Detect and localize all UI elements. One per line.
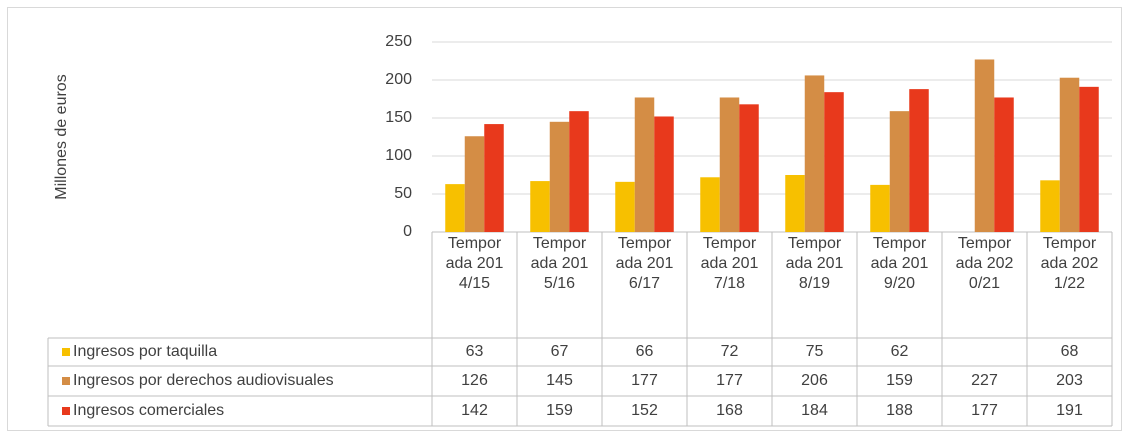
bar [464, 136, 485, 232]
bar [719, 97, 740, 232]
table-value: 152 [631, 402, 658, 419]
table-value: 227 [971, 372, 998, 389]
x-tick-label: Temporada 2016/17 [615, 235, 674, 292]
table-value: 184 [801, 402, 828, 419]
bar [634, 97, 655, 232]
table-value: 66 [636, 343, 654, 360]
legend-label: Ingresos por derechos audiovisuales [73, 372, 334, 389]
table-value: 145 [546, 372, 573, 389]
table-value: 67 [551, 343, 569, 360]
bar [909, 89, 929, 233]
x-tick-label: Temporada 2014/15 [445, 235, 504, 292]
table-value: 63 [466, 343, 484, 360]
table-value: 168 [716, 402, 743, 419]
legend-label: Ingresos por taquilla [73, 343, 217, 360]
bar [615, 181, 635, 232]
bar [889, 111, 910, 232]
table-value: 188 [886, 402, 913, 419]
table-value: 126 [461, 372, 488, 389]
y-axis-title: Millones de euros [53, 74, 70, 199]
bar [974, 59, 995, 233]
y-tick-label: 100 [385, 147, 412, 164]
table-value: 68 [1061, 343, 1079, 360]
x-tick-label: Temporada 2015/16 [530, 235, 589, 292]
bar [994, 97, 1014, 232]
table-value: 191 [1056, 402, 1083, 419]
table-value: 142 [461, 402, 488, 419]
table-value: 177 [971, 402, 998, 419]
bar [445, 184, 465, 232]
bar [700, 177, 720, 232]
bar [1059, 77, 1080, 232]
bar [785, 175, 805, 232]
y-tick-label: 200 [385, 71, 412, 88]
bar [654, 116, 674, 232]
bar [1040, 180, 1060, 232]
y-tick-label: 0 [403, 223, 412, 240]
table-value: 159 [546, 402, 573, 419]
x-tick-label: Temporada 2020/21 [955, 235, 1014, 292]
legend-key [62, 377, 70, 385]
table-value: 72 [721, 343, 739, 360]
x-tick-label: Temporada 2021/22 [1040, 235, 1099, 292]
bar [549, 121, 570, 232]
legend-key [62, 407, 70, 415]
bar [870, 184, 890, 232]
x-tick-label: Temporada 2018/19 [785, 235, 844, 292]
table-value: 177 [631, 372, 658, 389]
legend-label: Ingresos comerciales [73, 402, 224, 419]
bar [804, 75, 825, 232]
bar [739, 104, 759, 232]
table-value: 62 [891, 343, 909, 360]
bar [530, 181, 550, 232]
y-tick-label: 50 [394, 185, 412, 202]
x-tick-label: Temporada 2017/18 [700, 235, 759, 292]
x-tick-label: Temporada 2019/20 [870, 235, 929, 292]
bar [484, 124, 504, 232]
table-value: 75 [806, 343, 824, 360]
bar [569, 111, 589, 232]
table-value: 203 [1056, 372, 1083, 389]
y-tick-label: 150 [385, 109, 412, 126]
table-value: 206 [801, 372, 828, 389]
legend-key [62, 348, 70, 356]
bar [824, 92, 844, 232]
table-value: 159 [886, 372, 913, 389]
table-value: 177 [716, 372, 743, 389]
bar [1079, 86, 1099, 232]
y-tick-label: 250 [385, 33, 412, 50]
chart-frame [7, 7, 1122, 431]
